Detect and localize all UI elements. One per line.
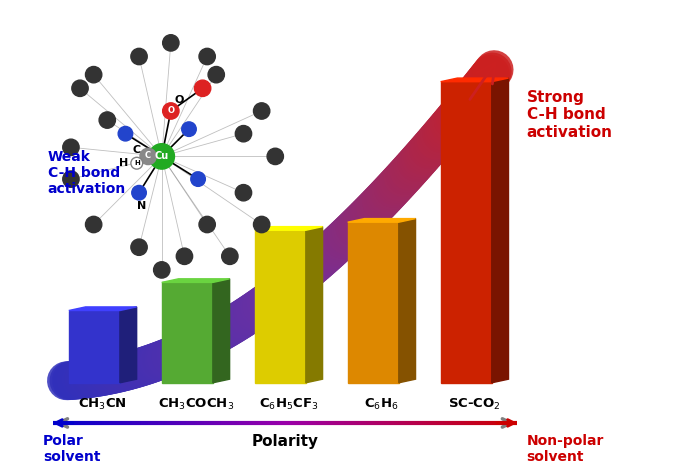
Polygon shape [399, 219, 416, 383]
Text: C$_6$H$_6$: C$_6$H$_6$ [364, 397, 399, 412]
Text: C$_6$H$_5$CF$_3$: C$_6$H$_5$CF$_3$ [259, 397, 318, 412]
Polygon shape [69, 307, 136, 310]
Polygon shape [348, 222, 399, 383]
Text: Polar
solvent: Polar solvent [43, 434, 101, 465]
Text: Polarity: Polarity [251, 434, 318, 449]
Text: CH$_3$CN: CH$_3$CN [78, 397, 127, 412]
Polygon shape [120, 307, 136, 383]
Polygon shape [162, 283, 213, 383]
Polygon shape [255, 230, 306, 383]
Polygon shape [440, 82, 492, 383]
Polygon shape [440, 78, 508, 82]
Polygon shape [492, 78, 508, 383]
Polygon shape [306, 227, 323, 383]
Text: Strong
C-H bond
activation: Strong C-H bond activation [526, 90, 612, 139]
Polygon shape [213, 279, 230, 383]
Text: CH$_3$COCH$_3$: CH$_3$COCH$_3$ [158, 397, 234, 412]
Text: Non-polar
solvent: Non-polar solvent [526, 434, 604, 465]
Text: SC-CO$_2$: SC-CO$_2$ [448, 397, 501, 412]
Text: Weak
C-H bond
activation: Weak C-H bond activation [48, 150, 126, 196]
Polygon shape [348, 219, 416, 222]
Polygon shape [255, 227, 323, 230]
Polygon shape [162, 279, 230, 283]
Polygon shape [69, 310, 120, 383]
